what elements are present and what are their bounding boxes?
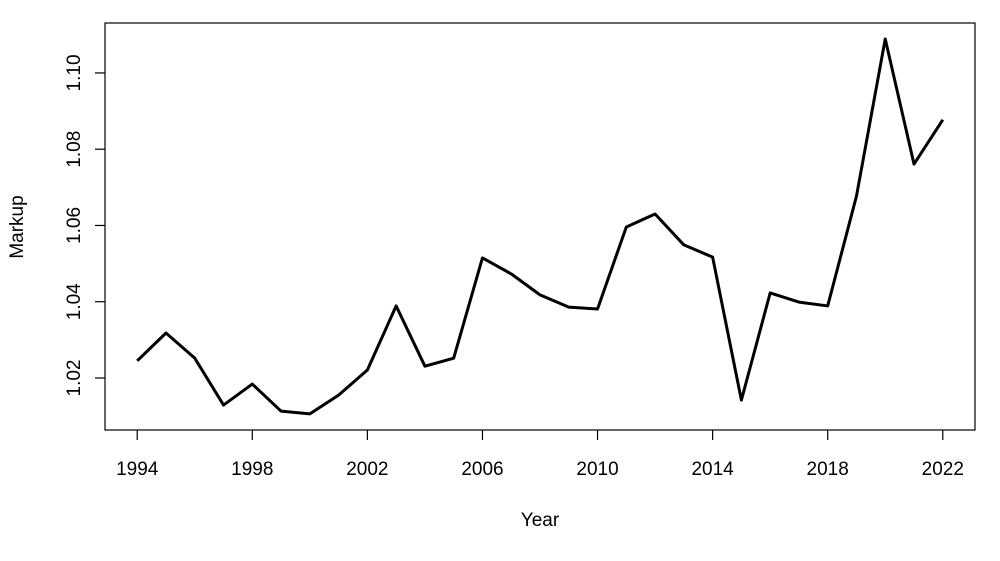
y-axis-label: Markup <box>7 195 28 258</box>
x-tick-label: 2022 <box>922 459 964 480</box>
x-tick-label: 2010 <box>576 459 618 480</box>
x-tick-label: 1998 <box>231 459 273 480</box>
y-tick-label: 1.06 <box>64 207 85 244</box>
x-tick-label: 2006 <box>461 459 503 480</box>
x-tick-label: 2002 <box>346 459 388 480</box>
data-line <box>136 37 945 416</box>
x-axis-label: Year <box>521 510 560 531</box>
y-tick-label: 1.04 <box>64 283 85 320</box>
x-tick-label: 2014 <box>691 459 734 480</box>
plot-frame <box>104 22 976 431</box>
y-tick-label: 1.08 <box>64 131 85 168</box>
x-tick-label: 2018 <box>807 459 849 480</box>
y-tick-label: 1.02 <box>64 359 85 396</box>
y-tick-label: 1.10 <box>64 54 85 91</box>
x-tick-label: 1994 <box>116 459 159 480</box>
